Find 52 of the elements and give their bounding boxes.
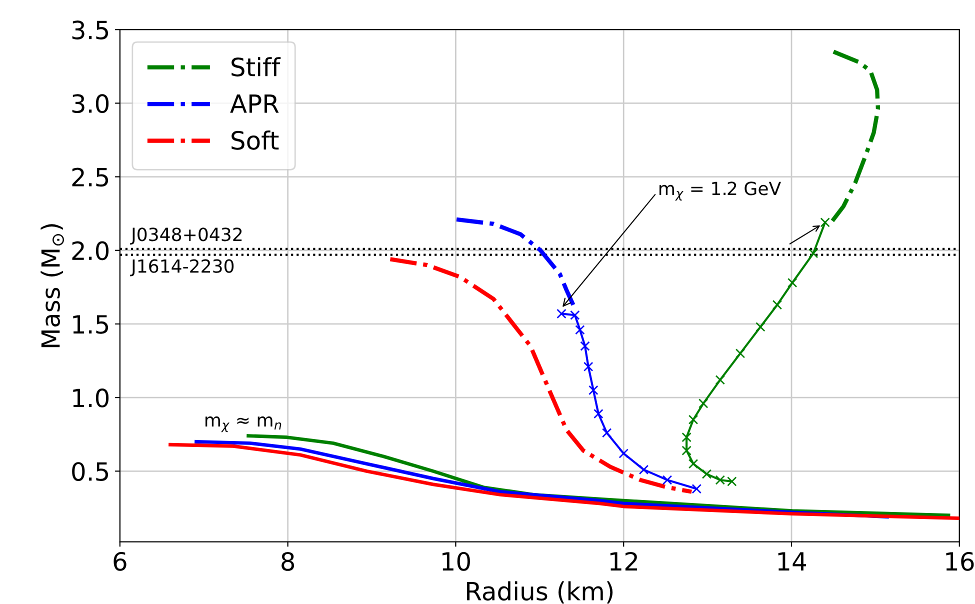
point [580, 341, 590, 351]
line-series [168, 442, 960, 520]
point [808, 248, 818, 258]
y-tick-label: 0.5 [72, 462, 108, 481]
point [820, 218, 830, 228]
y-tick-label: 1.0 [73, 388, 109, 408]
point [715, 475, 726, 485]
ref-line-label: J0348+0432 [130, 228, 242, 245]
point [570, 310, 580, 320]
x-axis-title: Radius (km) [467, 581, 613, 604]
line-series [454, 217, 576, 307]
y-tick-label: 2.0 [72, 241, 109, 260]
line-series [388, 257, 694, 494]
point [772, 300, 782, 310]
x-tick-label: 8 [282, 552, 294, 571]
point [715, 375, 726, 385]
y-tick-label: 1.5 [73, 315, 108, 334]
point [682, 446, 692, 456]
x-tick-label: 14 [778, 552, 806, 571]
point [727, 476, 737, 486]
point [638, 464, 649, 475]
point [692, 484, 702, 494]
y-tick-label: 2.5 [72, 168, 108, 187]
point [588, 385, 598, 396]
point [575, 324, 585, 335]
legend-label: Stiff [232, 57, 281, 76]
point [618, 448, 628, 458]
point [662, 475, 672, 485]
x-tick-label: 6 [114, 552, 126, 571]
x-tick-label: 16 [946, 552, 974, 571]
point [556, 308, 566, 319]
ref-line-label: J1614-2230 [130, 259, 234, 276]
point [688, 458, 698, 469]
y-tick-label: 3.0 [72, 94, 109, 114]
point [602, 428, 612, 438]
legend-label: Soft [232, 130, 279, 150]
point [787, 278, 798, 288]
point [698, 398, 708, 408]
annotation: m$_{χ}$ = 1.2 GeV [660, 182, 781, 201]
y-axis-title: Mass (M$_{⊙}$) [40, 224, 64, 348]
y-tick-label: 3.5 [72, 20, 108, 40]
point [688, 414, 698, 424]
x-tick-label: 12 [610, 552, 638, 571]
point [756, 322, 766, 332]
x-tick-label: 10 [442, 552, 470, 571]
point [682, 432, 692, 442]
point [594, 408, 604, 419]
point [702, 469, 712, 479]
annotation: m$_{χ}$ ≈ m$_{n}$ [206, 416, 282, 432]
point [583, 362, 594, 372]
point [735, 348, 746, 358]
legend-label: APR [230, 94, 279, 113]
